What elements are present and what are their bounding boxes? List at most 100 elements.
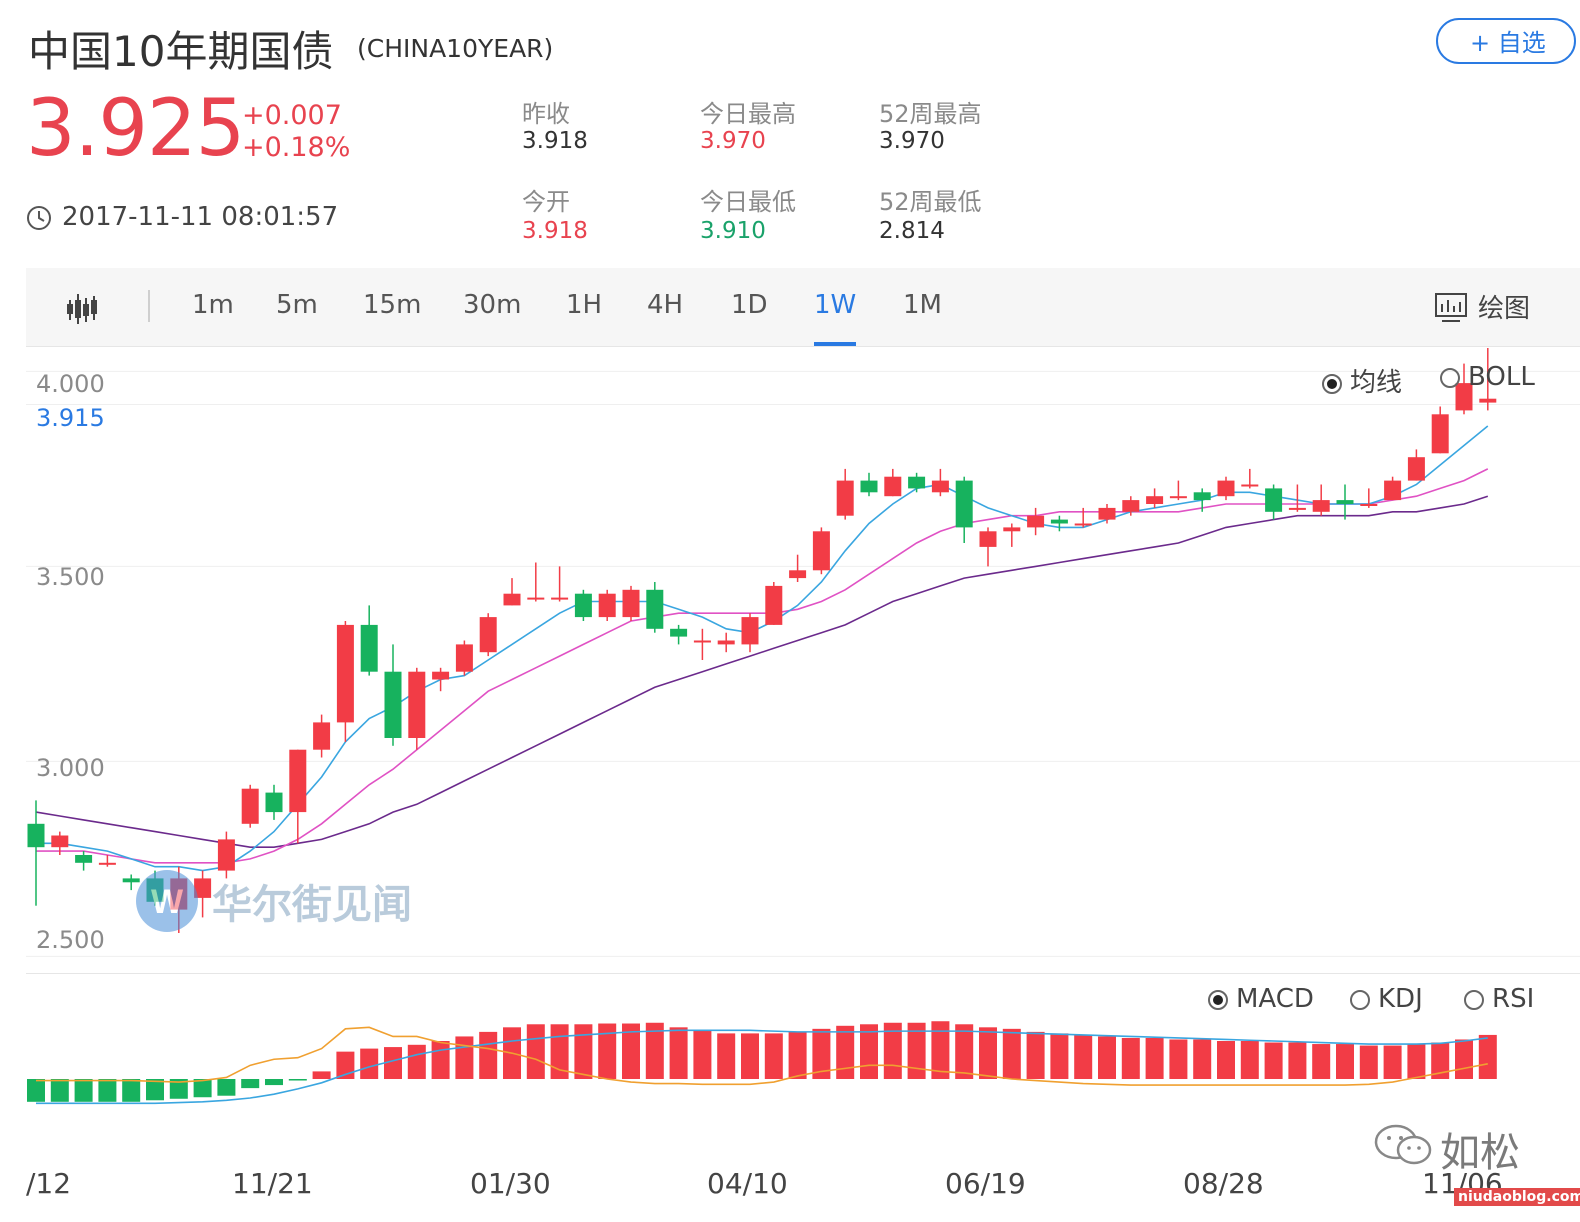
indicator-boll-radio[interactable]: BOLL [1440, 362, 1535, 392]
tab-5m[interactable]: 5m [276, 290, 318, 320]
tab-1h[interactable]: 1H [566, 290, 603, 320]
macd-bar [1383, 1045, 1402, 1079]
macd-bar [1359, 1045, 1378, 1079]
candle-body [194, 878, 212, 898]
radio-empty-icon [1440, 368, 1460, 388]
drawing-tool-button[interactable]: 绘图 [1478, 294, 1531, 324]
macd-bar [360, 1048, 379, 1079]
site-watermark: niudaoblog.com [1454, 1188, 1580, 1206]
macd-bar [1050, 1033, 1069, 1079]
candle-body [1265, 488, 1283, 512]
radio-selected-icon [1322, 374, 1342, 394]
radio-empty-icon [1464, 990, 1484, 1010]
indicator-ma-radio[interactable]: 均线 [1322, 362, 1402, 399]
candle-body [527, 597, 545, 600]
candle-body [1407, 457, 1425, 481]
candle-body [336, 624, 354, 723]
tab-1d[interactable]: 1D [731, 290, 768, 320]
tab-1w[interactable]: 1W [814, 290, 857, 320]
day-high-value: 3.970 [700, 128, 766, 154]
candle-body [1336, 500, 1354, 504]
indicator-macd-radio[interactable]: MACD [1208, 984, 1314, 1014]
candle-body [622, 589, 640, 618]
indicator-kdj-label: KDJ [1378, 984, 1423, 1014]
tab-30m[interactable]: 30m [463, 290, 522, 320]
candle-body [551, 597, 569, 600]
tab-4h[interactable]: 4H [647, 290, 684, 320]
macd-bar [526, 1024, 545, 1079]
candle-body [812, 531, 830, 571]
macd-bar [74, 1079, 93, 1102]
candle-body [1312, 500, 1330, 512]
candle-body [646, 589, 664, 629]
candle-body [789, 570, 807, 579]
x-tick-label: 11/21 [232, 1167, 313, 1200]
day-low-label: 今日最低 [700, 188, 796, 216]
tab-15m[interactable]: 15m [363, 290, 422, 320]
candle-body [1098, 507, 1116, 520]
candle-body [1455, 383, 1473, 411]
candle-body [1479, 398, 1497, 403]
macd-bar [1288, 1042, 1307, 1079]
tab-1m[interactable]: 1m [192, 290, 234, 320]
macd-bar [1098, 1036, 1116, 1079]
y-tick-2500: 2.500 [36, 926, 105, 954]
macd-chart[interactable] [26, 973, 1580, 1157]
week52-low-value: 2.814 [879, 218, 945, 244]
current-price: 3.925 [26, 84, 245, 174]
ma10-line [36, 468, 1489, 864]
prev-close-label: 昨收 [522, 100, 570, 128]
add-favorite-button[interactable]: + 自选 [1436, 18, 1576, 64]
macd-bar [1074, 1034, 1093, 1079]
wechat-icon [1374, 1124, 1432, 1165]
macd-bar [598, 1023, 617, 1079]
candle-body [289, 749, 307, 813]
y-current-value: 3.915 [36, 404, 105, 432]
candlestick-type-icon[interactable] [66, 292, 102, 326]
candle-body [1003, 527, 1021, 532]
tab-1m-month[interactable]: 1M [903, 290, 942, 320]
macd-bar [122, 1079, 141, 1102]
macd-bar [479, 1031, 498, 1079]
macd-bar [50, 1079, 69, 1102]
macd-bar [622, 1023, 640, 1079]
candle-body [1193, 492, 1211, 501]
macd-bar [98, 1079, 117, 1102]
instrument-symbol: (CHINA10YEAR) [357, 34, 554, 63]
macd-bar [1336, 1044, 1354, 1079]
active-tab-indicator [814, 342, 856, 346]
indicator-ma-label: 均线 [1350, 368, 1403, 398]
prev-close-value: 3.918 [522, 128, 588, 154]
y-tick-4000: 4.000 [36, 370, 105, 398]
candle-body [1217, 480, 1235, 497]
macd-bar [1240, 1041, 1259, 1079]
candlestick-chart[interactable] [26, 348, 1580, 972]
candle-body [1431, 414, 1449, 454]
macd-bar [1169, 1039, 1188, 1079]
indicator-rsi-radio[interactable]: RSI [1464, 984, 1534, 1014]
ma5-line [36, 425, 1489, 872]
quote-timestamp: 2017-11-11 08:01:57 [62, 202, 339, 232]
candle-body [574, 593, 592, 618]
macd-bar [27, 1079, 45, 1102]
instrument-title: 中国10年期国债 [28, 27, 334, 76]
candle-body [836, 480, 854, 516]
macd-bar [336, 1051, 355, 1079]
candle-body [217, 839, 235, 871]
candle-body [75, 855, 93, 863]
macd-bar [193, 1079, 212, 1098]
macd-bar [1264, 1042, 1283, 1079]
day-low-value: 3.910 [700, 218, 766, 244]
indicator-kdj-radio[interactable]: KDJ [1350, 984, 1423, 1014]
candle-body [51, 835, 69, 848]
candle-body [884, 476, 902, 497]
candle-body [408, 671, 426, 738]
macd-bar [384, 1047, 402, 1079]
candle-body [479, 617, 497, 653]
open-label: 今开 [522, 188, 570, 216]
drawing-monitor-icon[interactable] [1434, 292, 1468, 324]
macd-bar [717, 1033, 736, 1079]
svg-text:W: W [151, 883, 184, 921]
price-change-percent: +0.18% [242, 132, 351, 163]
wallstreetcn-logo-icon: W [136, 870, 198, 932]
